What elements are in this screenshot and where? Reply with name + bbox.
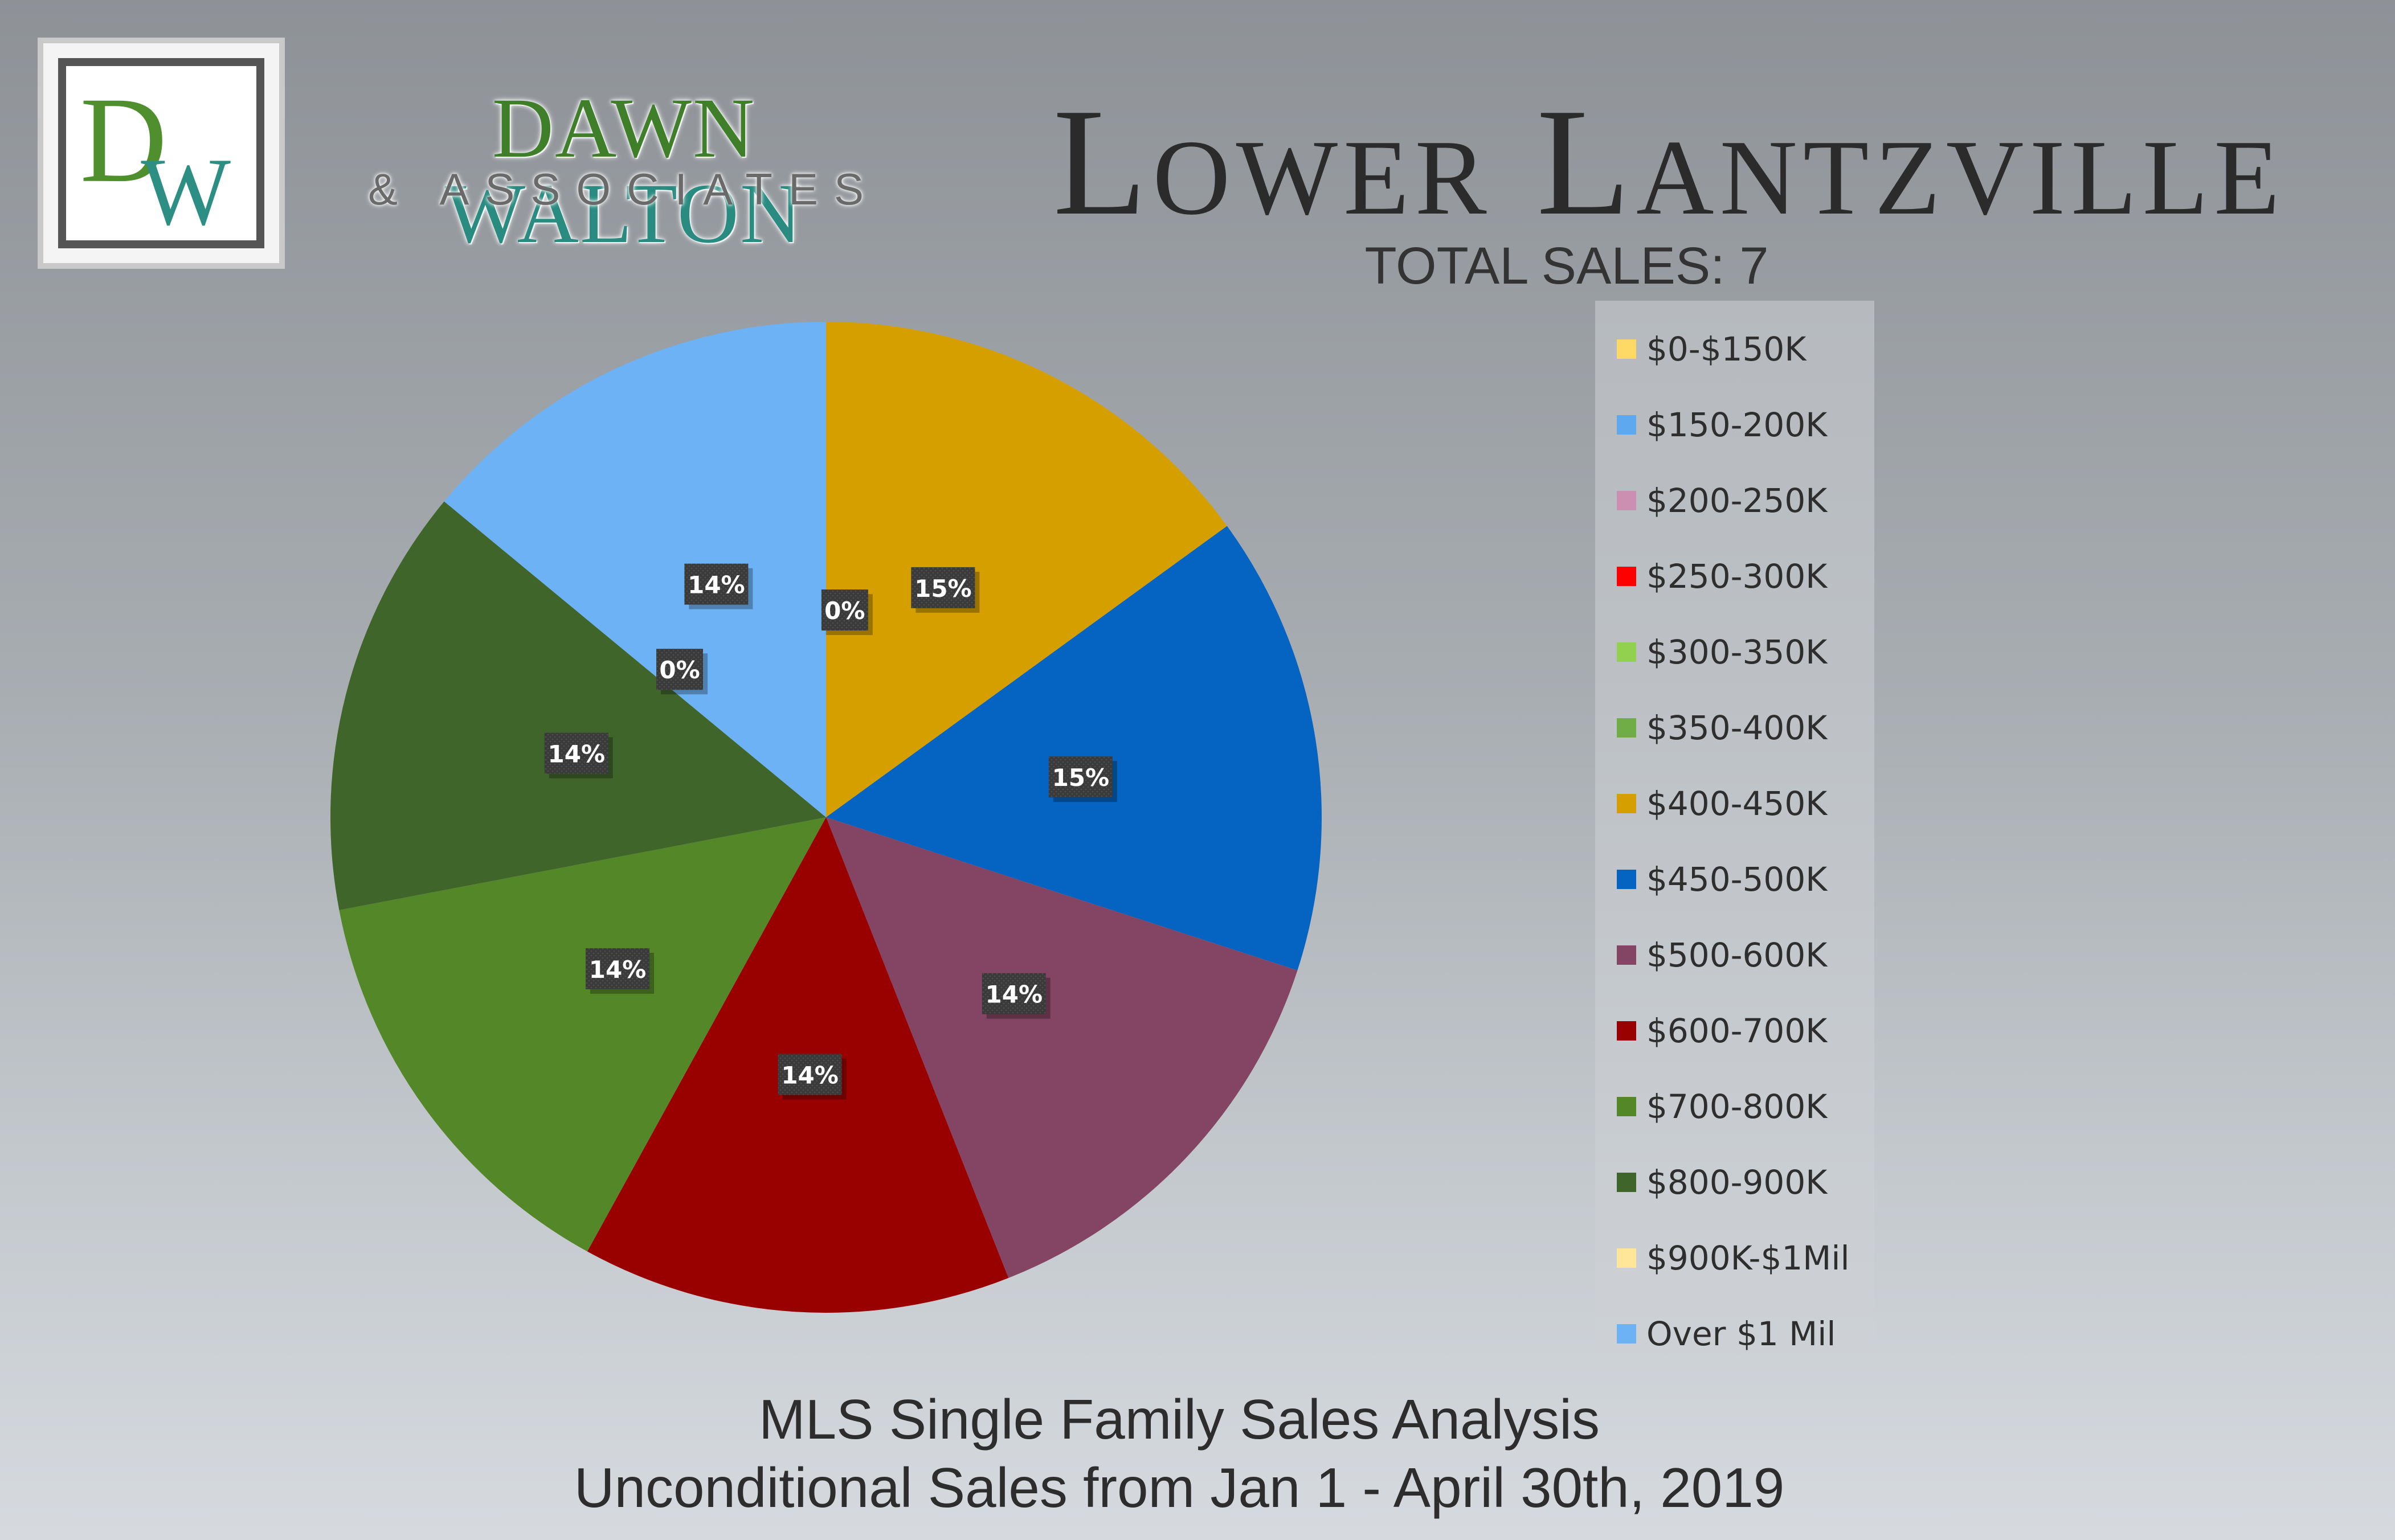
brand-name-last: WALTON — [444, 166, 803, 261]
legend-swatch — [1617, 869, 1636, 889]
pie-data-labels: 0% 15% 15% 14% 14% 14% 14% 0% 14% — [544, 563, 1117, 1100]
legend-swatch — [1617, 1021, 1636, 1041]
total-sales: TOTAL SALES: 7 — [1364, 237, 1769, 295]
legend-label: $300-350K — [1646, 632, 1828, 671]
legend-item-800-900k: $800-900K — [1595, 1144, 1874, 1220]
svg-text:0%: 0% — [659, 656, 700, 684]
legend-item-600-700k: $600-700K — [1595, 993, 1874, 1068]
legend-label: $400-450K — [1646, 784, 1828, 823]
legend: $0-$150K $150-200K $200-250K $250-300K $300-… — [1595, 301, 1874, 1361]
legend-swatch — [1617, 793, 1636, 813]
legend-swatch — [1617, 415, 1636, 435]
svg-text:15%: 15% — [914, 575, 972, 603]
svg-text:14%: 14% — [781, 1062, 839, 1090]
legend-item-700-800k: $700-800K — [1595, 1068, 1874, 1144]
legend-swatch — [1617, 1172, 1636, 1192]
legend-label: $0-$150K — [1646, 329, 1807, 368]
pie-slice-700-800k — [339, 817, 826, 1252]
legend-item-250-300k: $250-300K — [1595, 538, 1874, 614]
legend-label: $700-800K — [1646, 1087, 1828, 1126]
legend-label: $600-700K — [1646, 1011, 1828, 1050]
data-label-0-150k: 0% — [821, 589, 873, 636]
legend-swatch — [1617, 1324, 1636, 1344]
legend-label: $350-400K — [1646, 708, 1828, 747]
svg-text:14%: 14% — [688, 571, 745, 599]
legend-swatch — [1617, 642, 1636, 662]
svg-text:W: W — [141, 138, 231, 240]
pie-slice-over-1-mil — [444, 322, 826, 817]
data-label-900k-1mil: 0% — [656, 649, 708, 695]
legend-label: $900K-$1Mil — [1646, 1238, 1850, 1277]
legend-swatch — [1617, 1096, 1636, 1116]
legend-swatch — [1617, 566, 1636, 586]
data-label-over-1-mil: 14% — [684, 563, 753, 609]
brand-subtitle: & ASSOCIATES — [367, 164, 880, 214]
svg-text:15%: 15% — [1052, 764, 1110, 792]
legend-item-450-500k: $450-500K — [1595, 841, 1874, 917]
svg-text:14%: 14% — [986, 981, 1043, 1009]
data-label-600-700k: 14% — [778, 1054, 847, 1100]
legend-item-350-400k: $350-400K — [1595, 690, 1874, 765]
legend-item-0-150k: $0-$150K — [1595, 311, 1874, 387]
legend-item-300-350k: $300-350K — [1595, 614, 1874, 690]
legend-item-400-450k: $400-450K — [1595, 765, 1874, 841]
legend-swatch — [1617, 718, 1636, 738]
data-label-700-800k: 14% — [586, 948, 655, 994]
logo-monogram-icon: D W — [80, 72, 231, 240]
data-label-800-900k: 14% — [544, 732, 613, 779]
logo: D W — [38, 38, 285, 269]
legend-label: $150-200K — [1646, 405, 1828, 444]
logo-frame: D W — [58, 58, 264, 248]
data-label-450-500k: 15% — [1048, 756, 1117, 802]
brand-name-first: DAWN — [492, 81, 756, 175]
legend-item-150-200k: $150-200K — [1595, 387, 1874, 462]
pie-slice-500-600k — [826, 817, 1298, 1278]
legend-item-900k-1mil: $900K-$1Mil — [1595, 1220, 1874, 1296]
legend-swatch — [1617, 1248, 1636, 1268]
footer-date-range: Unconditional Sales from Jan 1 - April 3… — [574, 1456, 1785, 1519]
pie-slice-800-900k — [330, 501, 826, 911]
legend-swatch — [1617, 945, 1636, 965]
pie-slice-400-450k — [826, 322, 1227, 817]
legend-label: $800-900K — [1646, 1162, 1828, 1202]
chart-title: Lower Lantzville — [1053, 77, 2286, 247]
legend-label: $250-300K — [1646, 556, 1828, 596]
svg-text:14%: 14% — [589, 956, 647, 984]
svg-text:14%: 14% — [548, 740, 606, 768]
legend-item-500-600k: $500-600K — [1595, 917, 1874, 993]
pie-slice-450-500k — [826, 526, 1322, 970]
legend-swatch — [1617, 339, 1636, 359]
pie-slices — [330, 322, 1322, 1313]
legend-item-over-1-mil: Over $1 Mil — [1595, 1296, 1874, 1371]
legend-label: $200-250K — [1646, 481, 1828, 520]
legend-swatch — [1617, 490, 1636, 510]
data-label-500-600k: 14% — [982, 973, 1051, 1019]
legend-label: Over $1 Mil — [1646, 1314, 1836, 1353]
footer-title: MLS Single Family Sales Analysis — [758, 1388, 1600, 1451]
legend-item-200-250k: $200-250K — [1595, 462, 1874, 538]
legend-label: $500-600K — [1646, 935, 1828, 974]
data-label-400-450k: 15% — [911, 567, 980, 613]
svg-text:D: D — [80, 72, 167, 208]
brand-name: DAWN WALTON — [313, 85, 934, 256]
svg-text:0%: 0% — [824, 597, 865, 625]
legend-label: $450-500K — [1646, 859, 1828, 899]
